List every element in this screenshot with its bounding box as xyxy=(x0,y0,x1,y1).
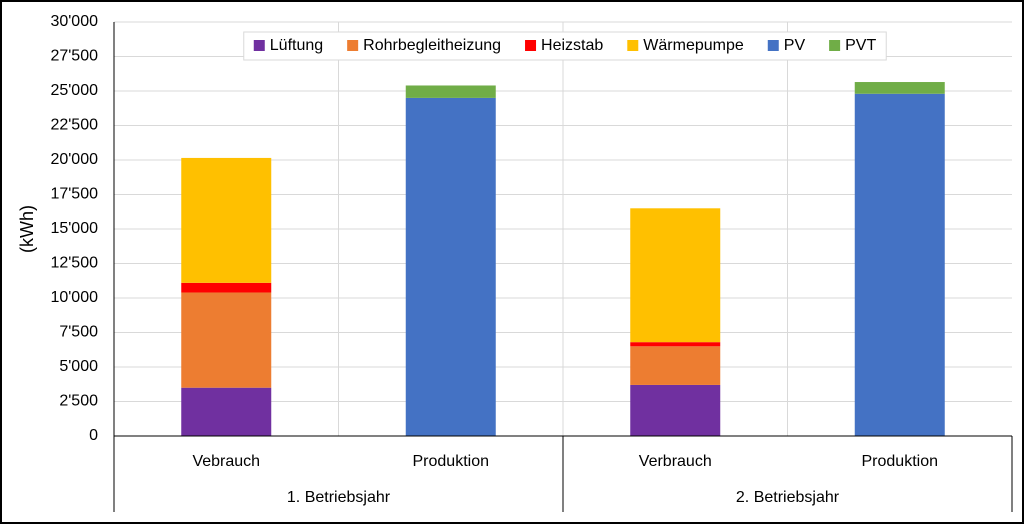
y-tick-label: 10'000 xyxy=(50,289,98,306)
y-tick-label: 30'000 xyxy=(50,13,98,30)
x-tick-label: Verbrauch xyxy=(639,453,712,470)
legend-swatch xyxy=(253,40,265,51)
bar-segment xyxy=(181,292,272,388)
y-tick-label: 17'500 xyxy=(50,186,98,203)
bar-segment xyxy=(405,85,496,98)
y-axis-label: (kWh) xyxy=(17,205,37,253)
y-tick-label: 0 xyxy=(89,427,98,444)
bar-segment xyxy=(181,282,272,293)
bar-segment xyxy=(181,387,272,436)
y-tick-label: 27'500 xyxy=(50,48,98,65)
x-tick-label: Produktion xyxy=(862,453,939,470)
legend-label: PVT xyxy=(845,37,876,54)
legend-label: PV xyxy=(784,37,806,54)
y-tick-label: 2'500 xyxy=(59,393,98,410)
y-tick-label: 7'500 xyxy=(59,324,98,341)
bar-segment xyxy=(181,157,272,283)
y-tick-label: 5'000 xyxy=(59,358,98,375)
legend-swatch xyxy=(829,40,841,51)
y-tick-label: 15'000 xyxy=(50,220,98,237)
y-tick-label: 20'000 xyxy=(50,151,98,168)
group-label: 2. Betriebsjahr xyxy=(736,489,840,506)
legend-swatch xyxy=(627,40,639,51)
y-tick-label: 22'500 xyxy=(50,117,98,134)
legend-swatch xyxy=(347,40,359,51)
legend-label: Heizstab xyxy=(541,37,603,54)
x-tick-label: Vebrauch xyxy=(192,453,260,470)
bar-segment xyxy=(630,342,721,347)
group-label: 1. Betriebsjahr xyxy=(287,489,391,506)
bar-segment xyxy=(630,384,721,436)
y-tick-label: 25'000 xyxy=(50,82,98,99)
bar-segment xyxy=(854,93,945,436)
bar-segment xyxy=(405,97,496,437)
legend-swatch xyxy=(525,40,537,51)
bar-segment xyxy=(630,346,721,385)
bar-segment xyxy=(630,208,721,343)
x-tick-label: Produktion xyxy=(413,453,490,470)
y-tick-label: 12'500 xyxy=(50,255,98,272)
legend-label: Lüftung xyxy=(270,37,323,54)
legend-swatch xyxy=(767,40,779,51)
bar-segment xyxy=(854,82,945,94)
legend-label: Wärmepumpe xyxy=(643,37,744,54)
legend-label: Rohrbegleitheizung xyxy=(363,37,501,54)
